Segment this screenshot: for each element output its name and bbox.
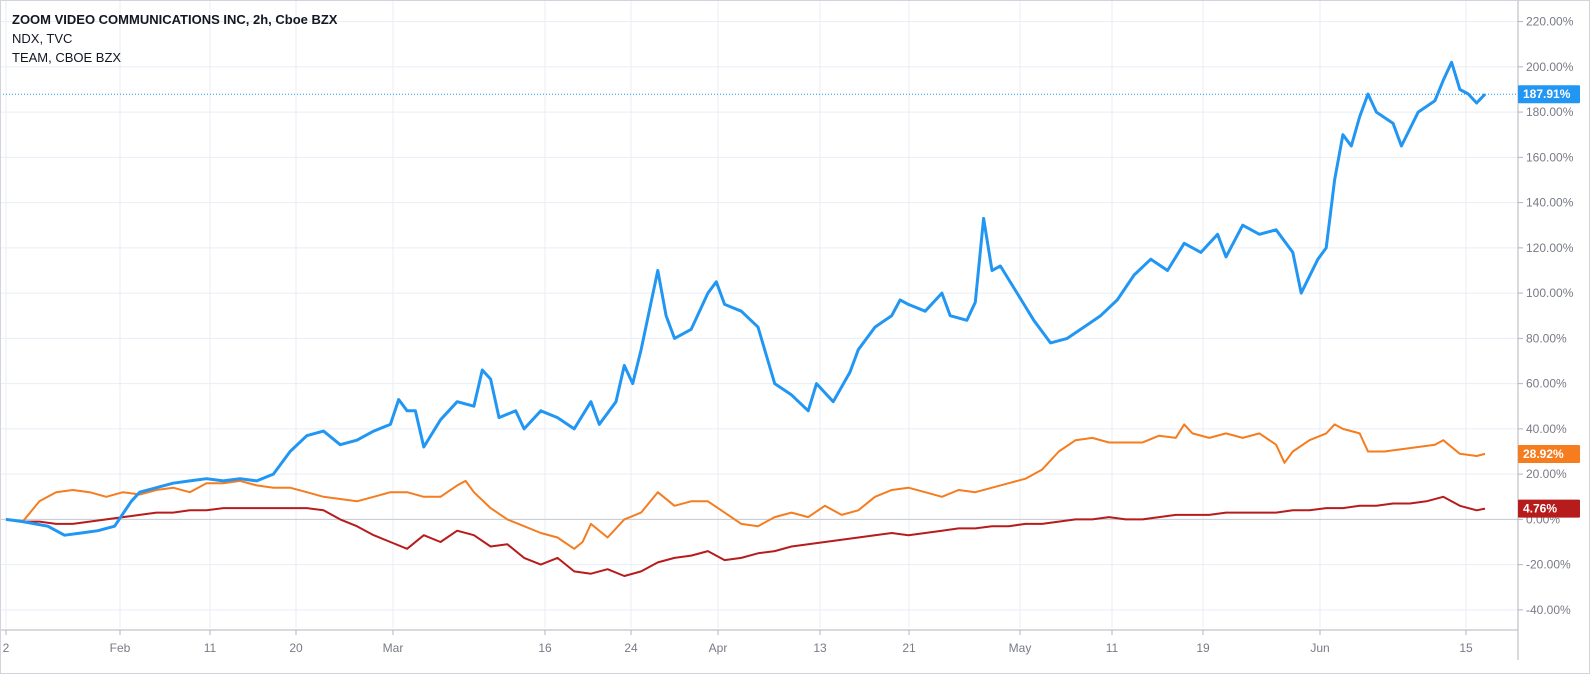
y-tick-label: 180.00% [1526,105,1574,119]
legend-ndx: NDX, TVC [12,31,72,46]
x-tick-label: Feb [110,641,131,655]
x-tick-label: 16 [538,641,552,655]
x-tick-label: 21 [902,641,916,655]
x-tick-label: Mar [383,641,404,655]
series-lines [5,60,1487,577]
y-tick-label: -40.00% [1526,603,1571,617]
zm-last-value-label: 187.91% [1518,85,1580,104]
y-tick-label: 140.00% [1526,196,1574,210]
legend-title: ZOOM VIDEO COMMUNICATIONS INC, 2h, Cboe … [12,12,338,27]
y-tick-label: 80.00% [1526,331,1567,345]
ndx-last-value-label: 4.76% [1518,499,1580,518]
last-value-text: 28.92% [1523,447,1564,461]
y-tick-label: 100.00% [1526,286,1574,300]
x-tick-label: 11 [1106,641,1119,655]
x-tick-label: 11 [204,641,217,655]
y-tick-label: -20.00% [1526,558,1571,572]
x-tick-label: May [1009,641,1032,655]
ndx-series-line[interactable] [5,495,1486,577]
y-tick-label: 40.00% [1526,422,1567,436]
x-tick-label: 2 [3,641,10,655]
x-tick-label: Jun [1310,641,1329,655]
last-value-text: 187.91% [1523,87,1571,101]
last-value-text: 4.76% [1523,502,1557,516]
y-tick-label: 160.00% [1526,150,1574,164]
x-tick-label: 24 [624,641,638,655]
team-last-value-label: 28.92% [1518,444,1580,463]
x-tick-label: 19 [1196,641,1210,655]
y-tick-label: 60.00% [1526,377,1567,391]
price-labels: 187.91% 28.92% 4.76% [1518,85,1580,518]
x-tick-label: 13 [813,641,827,655]
y-tick-label: 200.00% [1526,60,1574,74]
zm-series-line[interactable] [5,60,1487,537]
y-tick-label: 120.00% [1526,241,1574,255]
x-tick-label: 20 [289,641,303,655]
legend-team: TEAM, CBOE BZX [12,50,121,65]
y-tick-label: 20.00% [1526,467,1567,481]
x-tick-label: Apr [709,641,728,655]
x-tick-label: 15 [1459,641,1473,655]
team-series-line[interactable] [5,423,1486,550]
y-tick-label: 220.00% [1526,15,1574,29]
gridlines [0,0,1518,628]
legend: ZOOM VIDEO COMMUNICATIONS INC, 2h, Cboe … [12,12,338,65]
